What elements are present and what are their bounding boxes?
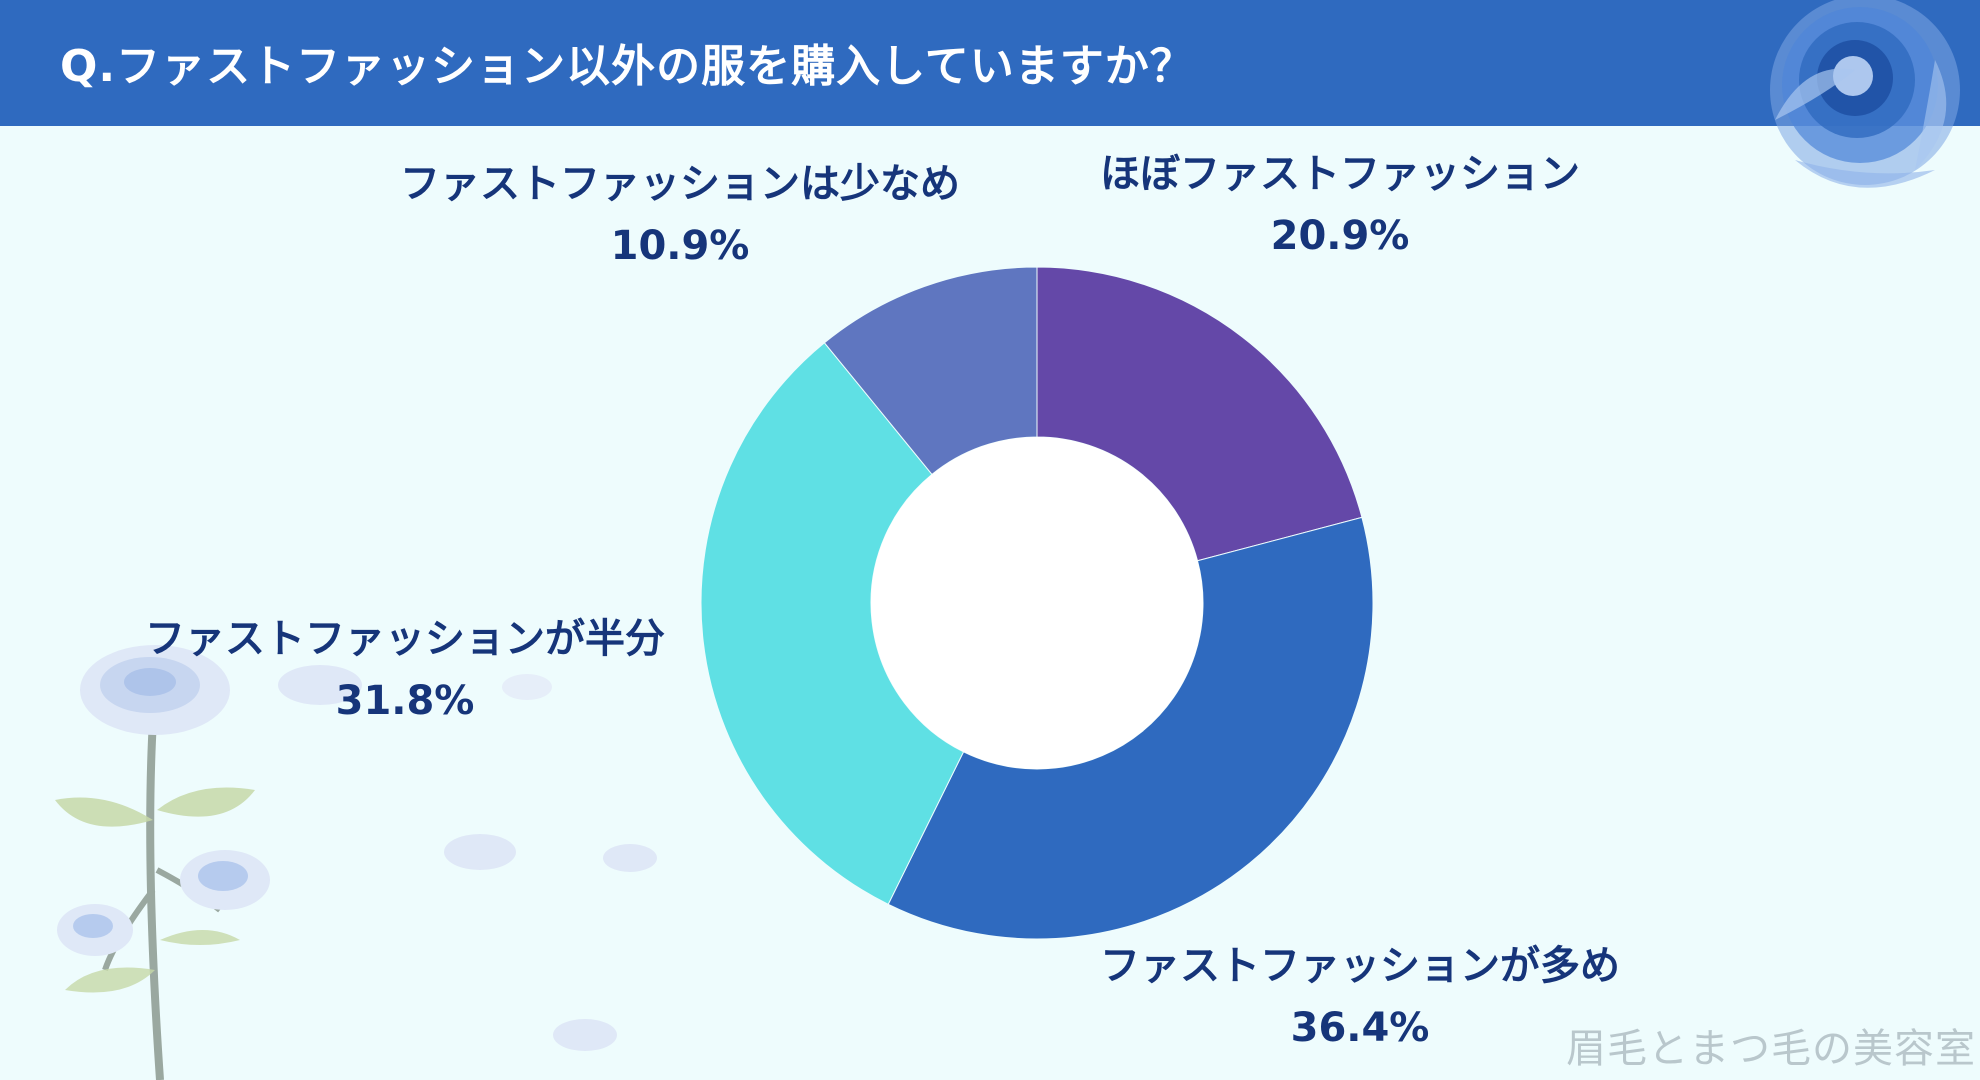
blue-rose-stem-icon [55, 645, 270, 1080]
page-title: Q.ファストファッション以外の服を購入していますか？ [60, 41, 1195, 92]
category-label: ファストファッションが多め [1100, 943, 1620, 989]
slice-label: ファストファッションが半分 31.8% [145, 608, 665, 732]
value-label: 10.9% [610, 223, 750, 269]
slice-label: ファストファッションが多め 36.4% [1100, 935, 1620, 1059]
value-label: 31.8% [335, 678, 475, 724]
petal-icon [502, 674, 552, 700]
petal-icon [444, 834, 516, 870]
value-label: 20.9% [1270, 213, 1410, 259]
petal-icon [603, 844, 657, 872]
donut-hole [871, 437, 1203, 769]
blue-rose-icon [1770, 0, 1960, 188]
watermark: 眉毛とまつ毛の美容室 [1566, 1026, 1976, 1072]
header-bar: Q.ファストファッション以外の服を購入していますか？ [0, 0, 1980, 126]
category-label: ほぼファストファッション [1100, 151, 1580, 197]
slice-label: ファストファッションは少なめ 10.9% [400, 153, 960, 277]
value-label: 36.4% [1290, 1005, 1430, 1051]
category-label: ファストファッションが半分 [145, 616, 665, 662]
slice-label: ほぼファストファッション 20.9% [1100, 143, 1580, 267]
category-label: ファストファッションは少なめ [400, 161, 960, 207]
petal-icon [278, 665, 362, 705]
petal-icon [553, 1019, 617, 1051]
